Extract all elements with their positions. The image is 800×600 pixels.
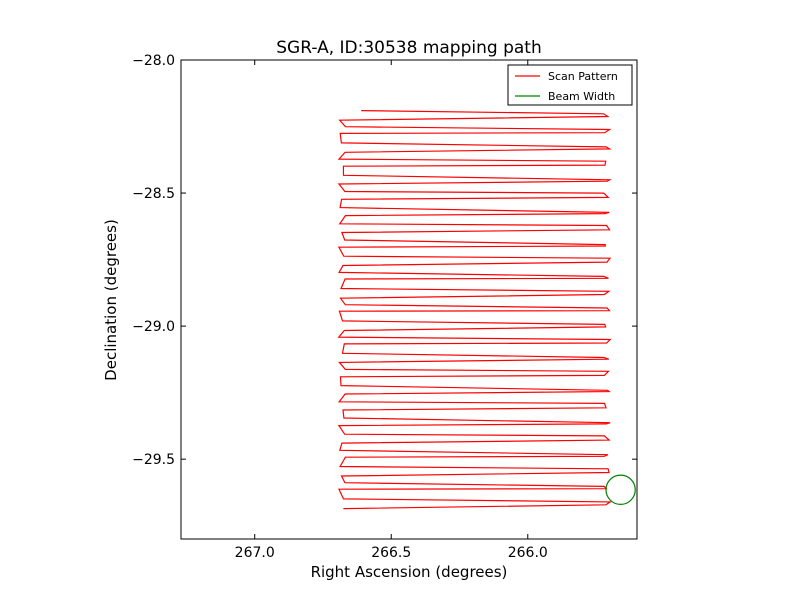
legend-scan-pattern-label: Scan Pattern xyxy=(548,70,618,83)
x-tick-label: 266.5 xyxy=(371,545,411,561)
x-axis-label: Right Ascension (degrees) xyxy=(311,563,508,581)
y-tick-label: −28.0 xyxy=(132,53,175,69)
beam-width-layer xyxy=(605,474,636,506)
chart-title: SGR-A, ID:30538 mapping path xyxy=(276,38,542,58)
legend-box xyxy=(507,64,633,106)
x-tick-label: 267.0 xyxy=(235,545,275,561)
y-tick-label: −29.5 xyxy=(132,452,175,468)
y-tick-label: −28.5 xyxy=(132,186,175,202)
y-tick-label: −29.0 xyxy=(132,319,175,335)
y-axis-label: Declination (degrees) xyxy=(102,219,120,381)
beam-width-circle xyxy=(605,474,636,506)
legend: Scan Pattern Beam Width xyxy=(507,64,633,106)
scan-pattern-layer xyxy=(337,110,613,510)
x-tick-label: 266.0 xyxy=(508,545,548,561)
ticks-layer: 267.0 266.5 266.0 −28.0 −28.5 −29.0 −29.5 xyxy=(132,53,637,561)
scan-pattern-line xyxy=(337,110,613,510)
plot-area xyxy=(180,59,638,540)
legend-beam-width-label: Beam Width xyxy=(548,90,615,103)
